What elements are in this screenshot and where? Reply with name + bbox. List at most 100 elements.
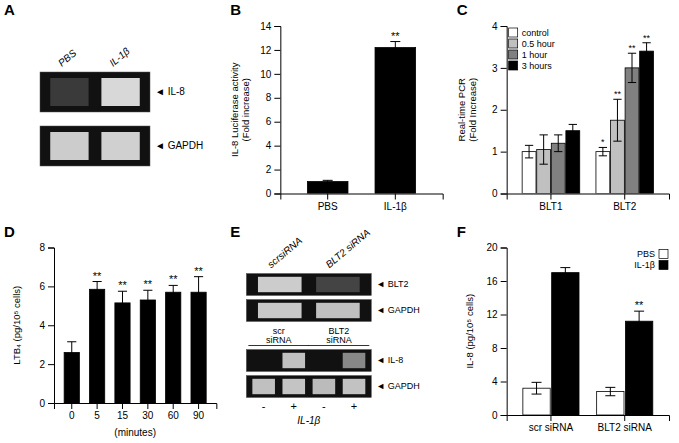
legend-label: IL-1β: [634, 260, 655, 270]
error-bar: [613, 99, 621, 141]
marks: [64, 277, 206, 403]
x-tick: scr siRNA: [529, 415, 574, 433]
plot: 048121620scr siRNABLT2 siRNA**IL-8 (pg/1…: [464, 242, 670, 433]
significance-label: **: [614, 89, 622, 99]
y-tick: 0: [492, 410, 507, 421]
y-tick-label: 4: [39, 320, 45, 331]
y-axis-title: Real-time PCR(Fold Increase): [456, 78, 478, 142]
gel-band: [101, 78, 139, 106]
plot: 02468101214PBSIL-1β**IL-8 Luciferase act…: [229, 21, 443, 212]
y-tick-label: 6: [39, 281, 45, 292]
y-tick: 0: [266, 188, 281, 199]
error-bar: [634, 311, 644, 331]
x-tick-label: 0: [69, 410, 75, 421]
error-bar: [605, 387, 615, 395]
y-axis: 048121620: [487, 242, 508, 421]
y-axis-title-line: (Fold Increase): [467, 78, 478, 142]
legend-swatch: [509, 28, 518, 37]
y-tick-mark: [501, 110, 507, 111]
legend-label: PBS: [637, 249, 655, 259]
y-tick-label: 16: [487, 276, 499, 287]
x-tick-mark: [550, 415, 551, 421]
significance-label: **: [93, 270, 102, 282]
x-axis-line: [281, 194, 443, 200]
x-tick: 60: [168, 403, 180, 421]
error-bar: [169, 285, 178, 299]
gel-row-label: ◄ GAPDH: [376, 305, 419, 315]
lane-label: +: [291, 400, 297, 412]
x-axis-line: [55, 404, 217, 410]
y-tick: 14: [260, 21, 280, 32]
panel: F048121620scr siRNABLT2 siRNA**IL-8 (pg/…: [457, 223, 670, 434]
lane-label: +: [351, 400, 357, 412]
x-axis-line: [507, 416, 669, 422]
gel-row-label: ◄ IL-8: [376, 355, 403, 365]
y-tick: 6: [266, 116, 281, 127]
y-tick: 8: [266, 92, 281, 103]
gel-row-label: ◄ IL-8: [155, 86, 185, 97]
group-label-line: siRNA: [326, 335, 352, 345]
y-tick-label: 0: [492, 410, 498, 421]
y-tick-label: 8: [266, 92, 272, 103]
y-tick-label: 0: [492, 188, 498, 199]
x-tick: 30: [142, 403, 154, 421]
significance-label: *: [601, 137, 605, 147]
x-axis: 0515306090: [55, 403, 217, 421]
y-tick-mark: [501, 281, 507, 282]
figure: A◄ IL-8◄ GAPDHPBSIL-1βB02468101214PBSIL-…: [0, 0, 679, 443]
error-bar: [642, 43, 650, 60]
x-tick-mark: [327, 194, 328, 200]
y-tick: 8: [492, 343, 507, 354]
y-tick-label: 12: [487, 309, 499, 320]
significance-label: **: [391, 30, 400, 42]
y-tick-mark: [501, 26, 507, 27]
error-bar: [560, 268, 570, 278]
bar: [191, 292, 206, 403]
y-tick: 6: [39, 281, 54, 292]
y-tick: 2: [266, 164, 281, 175]
x-tick-mark: [147, 403, 148, 409]
lane-label: BLT2 siRNA: [323, 227, 372, 271]
legend-swatch: [509, 61, 518, 70]
error-bar: [569, 124, 577, 137]
y-axis-title-line: (Fold increase): [240, 78, 251, 141]
y-tick-label: 20: [487, 242, 499, 253]
bar: [640, 51, 654, 193]
y-tick-mark: [48, 248, 54, 249]
bar: [307, 182, 348, 194]
x-tick: IL-1β: [384, 194, 407, 212]
x-tick: BLT2: [613, 194, 637, 212]
y-tick-label: 0: [266, 188, 272, 199]
x-tick: 90: [193, 403, 205, 421]
y-tick-label: 2: [266, 164, 272, 175]
panel-label: B: [230, 1, 241, 18]
bar: [596, 152, 610, 194]
y-tick-mark: [274, 50, 280, 51]
panel: E◄ BLT2◄ GAPDHscrsiRNABLT2 siRNA: [230, 223, 419, 322]
y-tick-mark: [48, 403, 54, 404]
x-tick-label: 90: [193, 410, 205, 421]
y-tick-mark: [274, 170, 280, 171]
legend-swatch: [659, 261, 668, 270]
plot: 01234BLT1BLT2*******Real-time PCR(Fold I…: [456, 21, 670, 212]
x-tick-mark: [624, 194, 625, 200]
significance-label: **: [194, 265, 203, 277]
legend-swatch: [659, 250, 668, 259]
panel-label: E: [230, 223, 240, 240]
panel-label: A: [4, 1, 15, 18]
gel-band: [50, 132, 88, 160]
gel-band: [258, 277, 302, 292]
y-tick: 2: [492, 104, 507, 115]
x-tick-mark: [198, 403, 199, 409]
lane-label: -: [322, 400, 326, 412]
y-axis-title-line: IL-8 Luciferase activity: [229, 62, 240, 157]
y-tick-mark: [501, 348, 507, 349]
x-tick: 5: [94, 403, 100, 421]
gel-band: [282, 353, 305, 368]
y-tick-label: 4: [266, 140, 272, 151]
y-axis: 01234: [492, 21, 507, 200]
error-bar: [628, 53, 636, 82]
y-tick: 4: [492, 21, 507, 32]
y-tick: 8: [39, 242, 54, 253]
gel-strip: [40, 126, 150, 166]
